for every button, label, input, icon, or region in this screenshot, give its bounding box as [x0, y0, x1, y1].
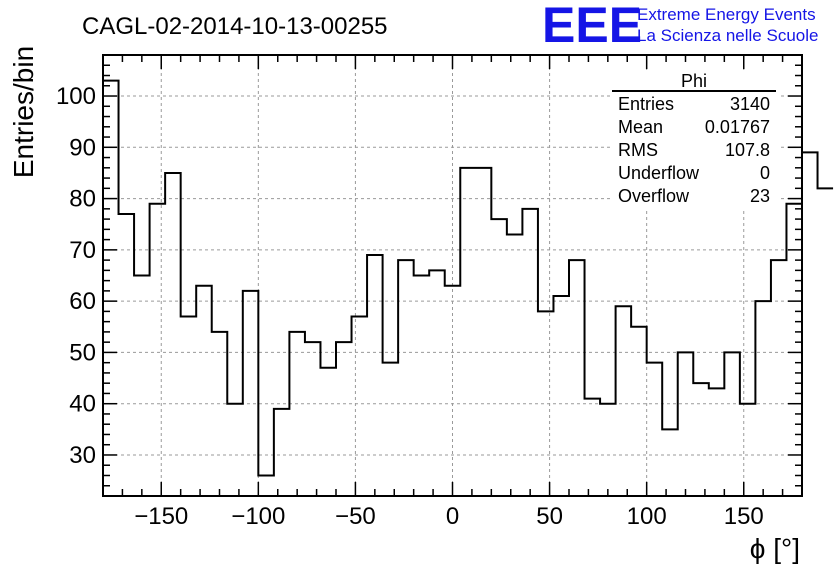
stats-label: RMS	[618, 140, 658, 160]
histogram-bin	[103, 81, 119, 496]
stats-label: Entries	[618, 94, 674, 114]
stats-label: Underflow	[618, 163, 700, 183]
stats-value: 0.01767	[705, 117, 770, 137]
histogram-bin	[740, 404, 756, 496]
histogram-bin	[662, 429, 678, 496]
chart-title: CAGL-02-2014-10-13-00255	[82, 13, 388, 40]
y-axis-label: Entries/bin	[8, 46, 39, 178]
stats-box: Phi Entries 3140 Mean 0.01767 RMS 107.8 Underf…	[610, 71, 778, 210]
histogram-bin	[600, 404, 616, 496]
stats-value: 107.8	[725, 140, 770, 160]
histogram-bin	[818, 188, 834, 496]
histogram-bin	[212, 332, 228, 496]
axes: −150 −100 −50 0 50 100 150 30 40 50 60 70 80 90 100	[56, 54, 803, 530]
logo-mark: EEE	[542, 0, 642, 53]
histogram-bin	[522, 209, 538, 496]
histogram-bin	[320, 368, 336, 496]
histogram-bin	[476, 168, 492, 496]
y-tick-label: 100	[56, 83, 96, 110]
histogram-bin	[414, 276, 430, 497]
x-tick-label: 50	[536, 503, 563, 530]
y-tick-label: 70	[69, 237, 96, 264]
stats-title: Phi	[681, 71, 707, 91]
histogram-bin	[150, 204, 166, 496]
histogram-bin	[491, 219, 507, 496]
histogram-bin	[367, 255, 383, 496]
stats-label: Overflow	[618, 186, 690, 206]
histogram-bin	[755, 301, 771, 496]
histogram-bin	[445, 286, 461, 496]
y-tick-label: 80	[69, 186, 96, 213]
y-tick-label: 50	[69, 339, 96, 366]
histogram-bin	[460, 168, 476, 496]
histogram-bin	[429, 270, 445, 496]
stats-box-background	[610, 72, 778, 210]
histogram-bin	[119, 214, 135, 496]
histogram-bin	[305, 342, 321, 496]
histogram-bin	[569, 260, 585, 496]
histogram-bin	[258, 475, 274, 496]
y-tick-label: 60	[69, 288, 96, 315]
x-tick-label: 0	[446, 503, 459, 530]
histogram-bin	[352, 317, 368, 496]
histogram-bin	[507, 234, 523, 496]
stats-label: Mean	[618, 117, 663, 137]
histogram-bin	[336, 342, 352, 496]
histogram-bin	[274, 409, 290, 496]
histogram-bin	[585, 399, 601, 496]
x-tick-label: 100	[627, 503, 667, 530]
histogram-bin	[553, 296, 569, 496]
y-tick-label: 90	[69, 134, 96, 161]
histogram-bin	[647, 363, 663, 496]
logo-line-1: Extreme Energy Events	[637, 5, 816, 24]
x-tick-label: −150	[134, 503, 188, 530]
stats-value: 0	[760, 163, 770, 183]
histogram-bin	[616, 306, 632, 496]
x-tick-label: 150	[724, 503, 764, 530]
histogram-bin	[802, 152, 818, 496]
histogram-bin	[165, 173, 181, 496]
histogram-bin	[227, 404, 243, 496]
histogram-bin	[196, 286, 212, 496]
x-tick-label: −100	[231, 503, 285, 530]
histogram-bin	[631, 327, 647, 496]
histogram-bin	[724, 352, 740, 496]
histogram-series	[103, 79, 834, 497]
x-axis-label: ϕ [°]	[750, 533, 800, 564]
histogram-bin	[709, 388, 725, 496]
logo-line-2: La Scienza nelle Scuole	[637, 26, 818, 45]
x-tick-label: −50	[335, 503, 376, 530]
histogram-bin	[538, 311, 554, 496]
histogram-bin	[181, 317, 197, 496]
histogram-bin	[786, 204, 802, 496]
histogram-bin	[383, 363, 399, 496]
stats-value: 3140	[730, 94, 770, 114]
stats-value: 23	[750, 186, 770, 206]
y-tick-label: 30	[69, 442, 96, 469]
y-tick-label: 40	[69, 391, 96, 418]
eee-logo: EEE Extreme Energy Events La Scienza nel…	[542, 0, 818, 53]
histogram-bin	[678, 352, 694, 496]
histogram-bin	[134, 276, 150, 497]
histogram-bin	[398, 260, 414, 496]
histogram-line	[103, 79, 834, 477]
histogram-bin	[693, 383, 709, 496]
histogram-bin	[771, 260, 787, 496]
histogram-bin	[243, 291, 259, 496]
histogram-bin	[289, 332, 305, 496]
